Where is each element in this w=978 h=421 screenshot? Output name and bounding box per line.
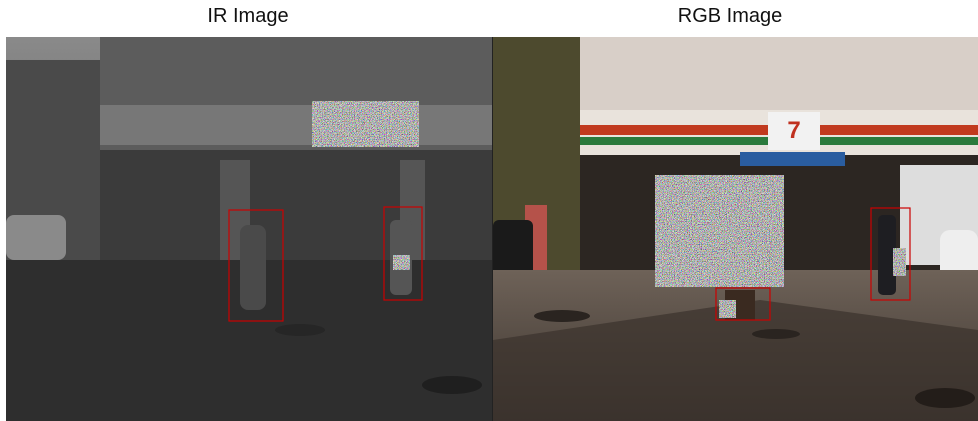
panel-title: IR Image	[207, 5, 288, 27]
sign-logo: 7	[787, 117, 800, 144]
ir-image	[6, 37, 492, 421]
panel-title: RGB Image	[678, 5, 782, 27]
rgb-image: 7	[493, 37, 978, 421]
